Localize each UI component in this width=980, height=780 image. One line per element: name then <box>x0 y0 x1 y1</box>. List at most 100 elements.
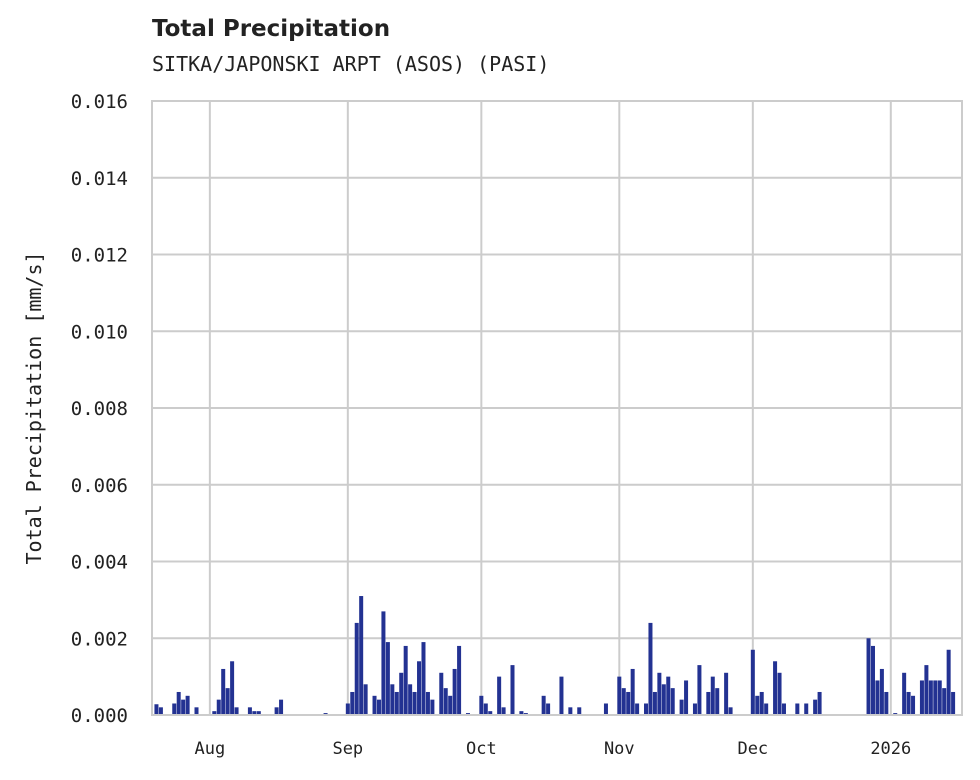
precip-bar <box>781 703 786 715</box>
precip-bar <box>755 695 760 715</box>
precip-bar <box>635 703 640 715</box>
y-tick-label: 0.012 <box>71 245 128 267</box>
grid-lines <box>152 100 962 716</box>
precip-bar <box>603 703 608 715</box>
precip-bar <box>577 707 582 715</box>
precip-bar <box>439 672 444 715</box>
precip-bar <box>510 665 515 715</box>
x-tick-label: Sep <box>332 739 363 759</box>
precip-bar <box>911 695 916 715</box>
precip-bar <box>875 680 880 715</box>
precip-bar <box>483 703 488 715</box>
y-tick-label: 0.002 <box>71 628 128 650</box>
precip-bar <box>457 645 462 715</box>
precip-bar <box>497 676 502 715</box>
precip-bar <box>443 688 448 715</box>
x-tick-label: Oct <box>466 739 497 759</box>
precip-bar <box>519 711 524 715</box>
precip-bar <box>216 699 221 715</box>
precip-bar <box>750 649 755 715</box>
precip-bar <box>652 691 657 715</box>
precip-bar <box>933 680 938 715</box>
precip-bar <box>541 695 546 715</box>
y-tick-label: 0.004 <box>71 552 128 574</box>
precip-bar <box>617 676 622 715</box>
precip-bar <box>394 691 399 715</box>
precip-bar <box>448 695 453 715</box>
precip-bar <box>728 707 733 715</box>
y-tick-label: 0.008 <box>71 398 128 420</box>
precip-bar <box>256 711 261 715</box>
precip-bar <box>381 611 386 715</box>
precip-bar <box>158 707 163 715</box>
precip-bar <box>906 691 911 715</box>
precip-bar <box>924 665 929 715</box>
precip-bar <box>946 649 951 715</box>
precip-bar <box>385 642 390 715</box>
precip-bar <box>194 707 199 715</box>
precip-bar <box>430 699 435 715</box>
precip-bar <box>399 672 404 715</box>
precip-bar <box>804 703 809 715</box>
precip-bar <box>354 622 359 715</box>
x-tick-label: 2026 <box>870 739 911 759</box>
y-tick-label: 0.006 <box>71 475 128 497</box>
x-axis-ticks: Aug Sep Oct Nov Dec 2026 <box>194 739 911 759</box>
precip-bar <box>412 691 417 715</box>
chart-title: Total Precipitation <box>152 16 391 42</box>
precip-bar <box>479 695 484 715</box>
precipitation-bars <box>154 596 956 715</box>
plot-frame <box>151 100 963 716</box>
precip-bar <box>425 691 430 715</box>
precip-bar <box>417 661 422 715</box>
precip-bar <box>764 703 769 715</box>
precip-bar <box>942 688 947 715</box>
precip-bar <box>626 691 631 715</box>
precip-bar <box>670 688 675 715</box>
precip-bar <box>221 668 226 715</box>
chart-subtitle: SITKA/JAPONSKI ARPT (ASOS) (PASI) <box>152 52 550 76</box>
precip-bar <box>795 703 800 715</box>
precip-bar <box>951 691 956 715</box>
y-axis-ticks: 0.000 0.002 0.004 0.006 0.008 0.010 0.012 0.014… <box>71 91 128 727</box>
precip-bar <box>408 684 413 715</box>
precip-bar <box>176 691 181 715</box>
precip-bar <box>621 688 626 715</box>
y-tick-label: 0.016 <box>71 91 128 113</box>
precip-bar <box>172 703 177 715</box>
precip-bar <box>359 596 364 715</box>
precip-bar <box>692 703 697 715</box>
precip-bar <box>870 645 875 715</box>
precip-bar <box>274 707 279 715</box>
precip-bar <box>181 699 186 715</box>
precip-bar <box>684 680 689 715</box>
precip-bar <box>559 676 564 715</box>
precip-bar <box>866 638 871 715</box>
precip-bar <box>630 668 635 715</box>
precip-bar <box>452 668 457 715</box>
precip-bar <box>390 684 395 715</box>
precip-bar <box>928 680 933 715</box>
precip-bar <box>234 707 239 715</box>
x-tick-label: Nov <box>604 739 635 759</box>
precip-bar <box>648 622 653 715</box>
precip-bar <box>759 691 764 715</box>
precip-bar <box>247 707 252 715</box>
precip-bar <box>937 680 942 715</box>
precip-bar <box>376 699 381 715</box>
precip-bar <box>777 672 782 715</box>
precip-bar <box>657 672 662 715</box>
precip-bar <box>212 711 217 715</box>
precip-bar <box>666 676 671 715</box>
precip-bar <box>185 695 190 715</box>
precip-bar <box>488 711 493 715</box>
x-tick-label: Aug <box>194 739 225 759</box>
precip-bar <box>919 680 924 715</box>
precip-bar <box>279 699 284 715</box>
precip-bar <box>363 684 368 715</box>
precip-bar <box>879 668 884 715</box>
precip-bar <box>715 688 720 715</box>
precip-bar <box>724 672 729 715</box>
precip-bar <box>773 661 778 715</box>
precip-bar <box>817 691 822 715</box>
